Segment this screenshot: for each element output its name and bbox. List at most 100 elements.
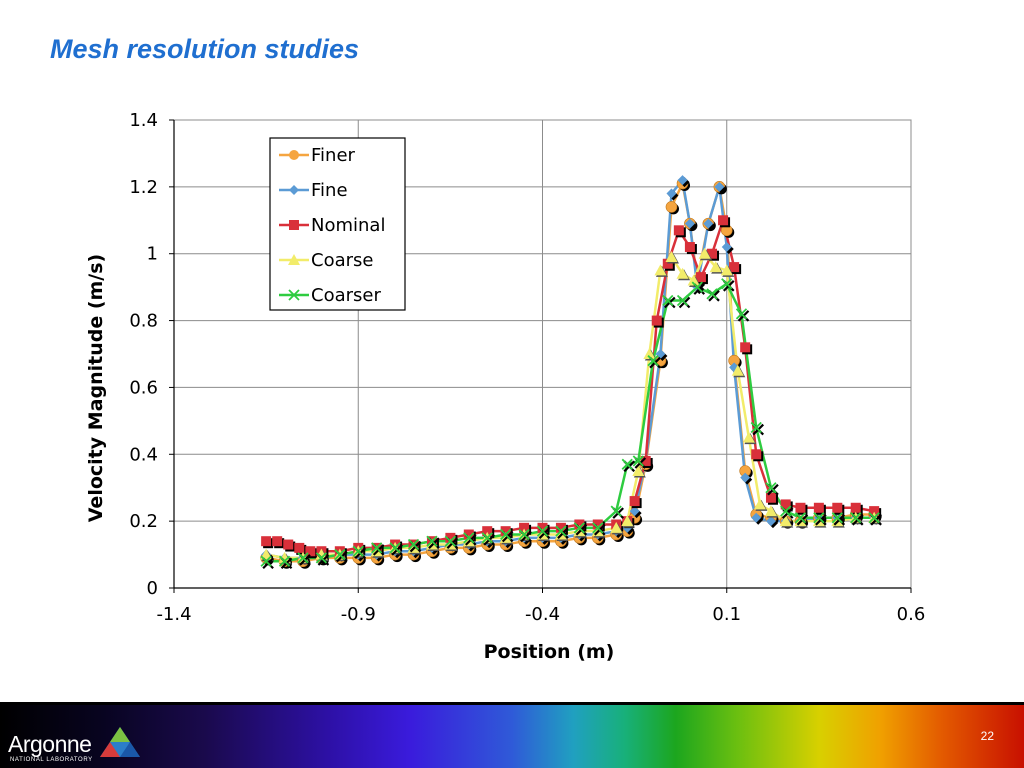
data-point-nominal bbox=[519, 522, 530, 533]
data-point-coarser bbox=[555, 525, 569, 539]
data-point-coarser bbox=[780, 505, 794, 519]
data-point-fine bbox=[751, 512, 762, 523]
data-point-nominal bbox=[651, 315, 662, 326]
data-point-nominal bbox=[684, 242, 695, 253]
data-point-coarse bbox=[278, 551, 291, 563]
data-point-coarse bbox=[665, 251, 678, 263]
data-point-coarser-stroke bbox=[706, 288, 718, 300]
legend-marker-shape bbox=[289, 220, 299, 230]
data-point-coarser bbox=[518, 528, 532, 543]
data-point-coarser bbox=[389, 542, 403, 556]
data-point-coarser-stroke bbox=[850, 512, 862, 524]
data-point-coarser bbox=[297, 552, 311, 566]
slide-title: Mesh resolution studies bbox=[50, 34, 360, 64]
data-point-coarse bbox=[632, 465, 645, 476]
legend-marker-shape bbox=[288, 289, 300, 301]
data-point-nominal bbox=[795, 502, 806, 513]
data-point-coarser bbox=[831, 512, 846, 526]
footer-bar: Argonne NATIONAL LABORATORY 22 bbox=[0, 705, 1024, 768]
data-point-nominal bbox=[283, 539, 294, 550]
data-point-coarser-stroke bbox=[621, 458, 633, 470]
data-point-fine bbox=[721, 242, 732, 253]
data-point-coarser bbox=[610, 505, 624, 519]
legend-marker-finer bbox=[289, 150, 299, 160]
legend-marker-shape bbox=[289, 185, 299, 195]
data-point-nominal bbox=[869, 506, 880, 517]
y-axis-label: Velocity Magnitude (m/s) bbox=[85, 254, 107, 522]
data-point-coarse bbox=[654, 264, 667, 276]
data-point-coarse bbox=[709, 261, 722, 273]
data-point-coarser-stroke bbox=[721, 278, 733, 290]
data-point-coarser-stroke bbox=[352, 545, 364, 557]
data-point-coarser bbox=[536, 525, 551, 539]
data-point-coarser-stroke bbox=[518, 528, 530, 541]
data-point-coarser-stroke bbox=[555, 525, 567, 537]
data-point-coarser-stroke bbox=[371, 542, 383, 554]
data-point-fine bbox=[703, 218, 714, 229]
data-point-coarser bbox=[850, 512, 864, 526]
data-point-nominal bbox=[850, 502, 861, 513]
legend-marker-coarse bbox=[288, 254, 300, 265]
data-point-coarse bbox=[731, 364, 744, 376]
data-point-fine bbox=[740, 472, 751, 483]
data-point-coarse bbox=[687, 274, 700, 286]
data-point-coarser-stroke bbox=[407, 538, 420, 551]
data-point-coarse bbox=[720, 264, 733, 276]
data-point-coarser bbox=[750, 421, 765, 436]
x-tick-label: 0.1 bbox=[712, 604, 741, 625]
data-point-nominal bbox=[751, 449, 762, 460]
x-tick-label: -0.9 bbox=[341, 604, 376, 625]
data-point-fine bbox=[677, 175, 688, 186]
data-point-coarser bbox=[260, 555, 274, 570]
data-point-coarse bbox=[779, 515, 792, 527]
data-point-coarser bbox=[647, 355, 661, 369]
data-point-nominal bbox=[765, 492, 776, 503]
data-point-nominal bbox=[574, 519, 585, 530]
data-point-nominal bbox=[740, 342, 751, 353]
y-tick-label: 0.6 bbox=[129, 377, 158, 398]
legend-label-fine: Fine bbox=[311, 180, 348, 201]
data-point-coarser bbox=[706, 288, 720, 302]
data-point-coarser-stroke bbox=[481, 532, 493, 544]
data-point-fine bbox=[714, 181, 725, 192]
data-point-fine bbox=[765, 516, 776, 527]
data-point-coarse bbox=[676, 267, 689, 279]
data-point-coarser-stroke bbox=[632, 455, 644, 467]
data-point-coarser bbox=[735, 308, 750, 322]
axes: 0 0.2 0.4 0.6 0.8 1 1.2 1.4 -1.4 -0.9 -0.4 0.1 0.6 bbox=[129, 110, 925, 625]
data-point-coarser-stroke bbox=[647, 355, 659, 367]
logo-subtext: NATIONAL LABORATORY bbox=[10, 757, 93, 763]
data-point-nominal bbox=[718, 215, 729, 226]
data-point-coarser bbox=[765, 482, 779, 496]
data-point-coarser-stroke bbox=[444, 535, 457, 547]
data-point-coarser bbox=[691, 281, 706, 295]
argonne-triangle-icon bbox=[100, 727, 140, 757]
data-point-nominal bbox=[482, 526, 493, 537]
data-point-coarser-stroke bbox=[780, 505, 792, 517]
y-tick-label: 1 bbox=[147, 244, 158, 265]
y-tick-label: 1.4 bbox=[129, 110, 158, 131]
data-point-coarser bbox=[721, 278, 735, 292]
legend-marker-fine bbox=[289, 185, 299, 195]
legend-label-finer: Finer bbox=[311, 145, 356, 166]
data-point-coarser bbox=[352, 545, 367, 560]
legend-marker-shape bbox=[289, 150, 299, 160]
data-point-coarser-stroke bbox=[735, 308, 748, 320]
data-point-coarser-stroke bbox=[868, 512, 880, 524]
data-point-coarser bbox=[371, 542, 385, 556]
data-point-nominal bbox=[729, 262, 740, 273]
data-point-nominal bbox=[673, 225, 684, 236]
data-point-nominal bbox=[707, 248, 718, 259]
data-point-fine bbox=[666, 188, 677, 199]
legend-marker-shape bbox=[288, 254, 300, 265]
data-point-coarser bbox=[813, 512, 827, 526]
data-point-coarser bbox=[407, 538, 422, 553]
data-point-coarser bbox=[463, 532, 477, 546]
data-point-coarser-stroke bbox=[750, 421, 762, 434]
data-point-nominal bbox=[500, 526, 511, 537]
page-number: 22 bbox=[980, 729, 994, 743]
y-tick-label: 0.4 bbox=[129, 444, 158, 465]
data-point-nominal bbox=[662, 258, 673, 269]
logo-text: Argonne bbox=[8, 731, 92, 757]
data-point-nominal bbox=[640, 455, 651, 466]
